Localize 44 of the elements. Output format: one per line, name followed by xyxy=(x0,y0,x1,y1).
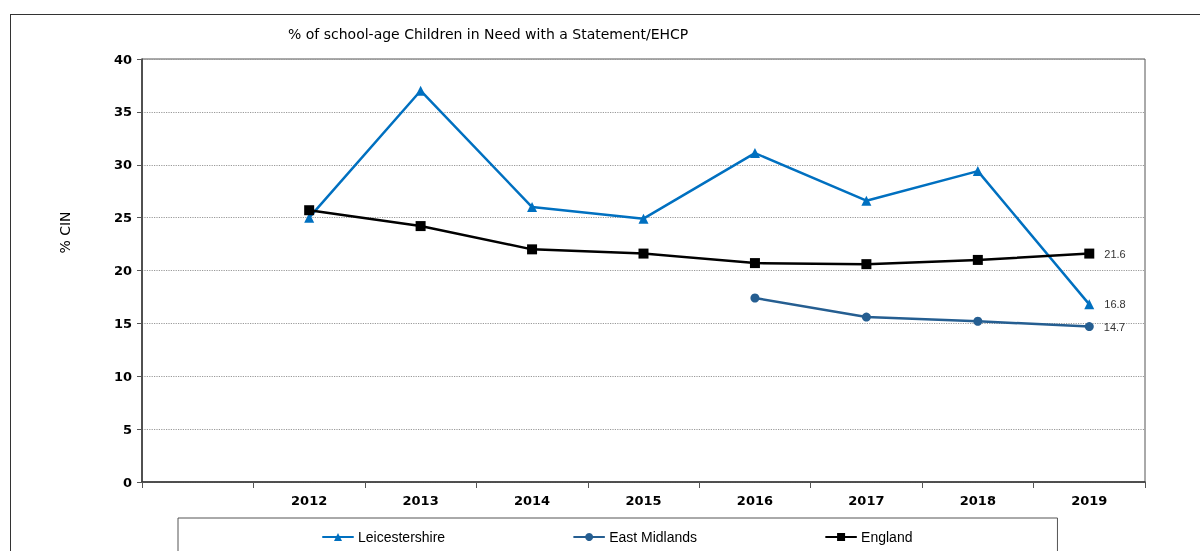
y-tick-label: 40 xyxy=(113,51,132,67)
legend-label: East Midlands xyxy=(609,529,698,545)
x-tick-label: 2013 xyxy=(402,493,439,508)
x-tick-label: 2014 xyxy=(513,493,551,508)
x-tick-label: 2018 xyxy=(959,493,996,508)
point xyxy=(972,254,983,265)
point xyxy=(527,244,538,255)
point xyxy=(861,259,872,270)
y-tick-label: 35 xyxy=(113,104,132,120)
point xyxy=(304,205,315,216)
legend-label: England xyxy=(861,529,913,545)
point xyxy=(638,213,649,224)
point xyxy=(415,221,426,232)
point xyxy=(972,166,983,177)
x-tick-label: 2015 xyxy=(625,493,662,508)
point xyxy=(415,85,426,96)
point xyxy=(527,202,538,213)
point xyxy=(638,248,649,259)
y-tick-label: 10 xyxy=(113,368,132,384)
x-tick-label: 2012 xyxy=(291,493,328,508)
y-tick-label: 5 xyxy=(122,421,132,437)
y-tick-label: 30 xyxy=(113,157,132,173)
y-tick-label: 15 xyxy=(113,315,132,331)
y-tick-label: 25 xyxy=(113,210,132,226)
point xyxy=(750,293,760,303)
point xyxy=(973,316,983,326)
legend-label: Leicestershire xyxy=(358,529,446,545)
y-tick-label: 20 xyxy=(113,263,132,278)
y-axis-title: % CIN xyxy=(57,211,73,254)
data-label: 14.7 xyxy=(1103,320,1126,333)
point xyxy=(861,195,872,206)
chart-title: % of school-age Children in Need with a Statement/EHCP xyxy=(288,26,689,42)
x-tick-label: 2016 xyxy=(736,493,774,508)
x-tick-label: 2017 xyxy=(848,493,885,508)
point xyxy=(749,148,760,159)
data-label: 21.6 xyxy=(1104,247,1126,260)
x-tick-label: 2019 xyxy=(1071,493,1108,508)
point xyxy=(1084,322,1094,332)
point xyxy=(1084,299,1095,310)
point xyxy=(749,258,760,269)
point xyxy=(861,312,871,322)
data-label: 16.8 xyxy=(1104,298,1126,311)
point xyxy=(1084,248,1095,259)
y-tick-label: 0 xyxy=(122,474,132,490)
